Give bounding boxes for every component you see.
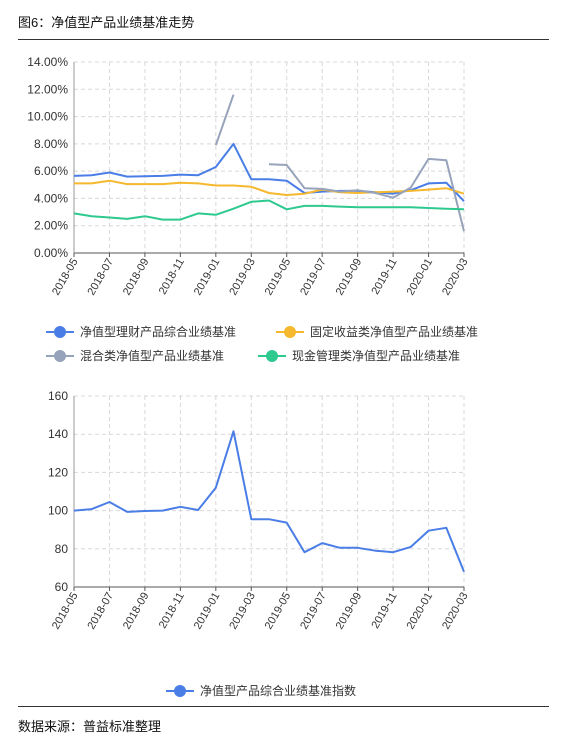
legend-swatch (276, 325, 304, 338)
x-tick-label: 2019-05 (263, 257, 294, 298)
x-tick-label: 2019-01 (192, 257, 223, 298)
top-divider (18, 39, 549, 40)
y-tick-label: 2.00% (34, 219, 68, 233)
x-tick-label: 2019-07 (298, 591, 329, 632)
x-tick-label: 2018-11 (157, 257, 187, 297)
chart-benchmark-yield: 0.00% 2.00% 4.00% 6.00% 8.00% 10.00% 12.00% 14.… (27, 55, 471, 298)
x-tick-label: 2019-07 (298, 257, 329, 298)
y-tick-label: 160 (48, 389, 68, 403)
x-tick-label: 2018-07 (85, 257, 116, 298)
y-tick-label: 4.00% (34, 191, 68, 205)
x-tick-label: 2020-03 (440, 591, 471, 632)
legend-item[interactable]: 固定收益类净值型产品业绩基准 (276, 323, 478, 340)
legend-swatch (166, 684, 194, 697)
y-tick-label: 8.00% (34, 137, 68, 151)
y-tick-label: 60 (55, 580, 69, 594)
y-tick-label: 100 (48, 504, 68, 518)
x-tick-label: 2019-11 (370, 257, 400, 297)
series-line-1 (74, 179, 465, 196)
legend-item[interactable]: 现金管理类净值型产品业绩基准 (258, 347, 460, 364)
x-tick-label: 2019-03 (227, 591, 258, 632)
series-line-2 (214, 94, 235, 146)
legend-label: 净值型理财产品综合业绩基准 (80, 325, 237, 339)
legend-item[interactable]: 净值型产品综合业绩基准指数 (166, 682, 356, 699)
x-tick-label: 2019-03 (227, 257, 258, 298)
x-tick-label: 2020-01 (405, 257, 436, 298)
legend-label: 混合类净值型产品业绩基准 (80, 349, 225, 363)
figure-title: 图6：净值型产品业绩基准走势 (18, 15, 195, 30)
x-tick-label: 2019-01 (192, 591, 223, 632)
y-tick-label: 14.00% (27, 55, 68, 69)
x-tick-label: 2019-05 (263, 591, 294, 632)
y-tick-label: 10.00% (27, 110, 68, 124)
legend-label: 固定收益类净值型产品业绩基准 (310, 325, 479, 339)
legend-swatch (46, 349, 74, 362)
x-tick-label: 2019-09 (334, 591, 365, 632)
x-tick-label: 2018-09 (121, 591, 152, 632)
y-tick-label: 80 (55, 542, 69, 556)
x-tick-label: 2019-11 (370, 591, 400, 631)
y-tick-label: 12.00% (27, 82, 68, 96)
legend-label: 现金管理类净值型产品业绩基准 (292, 349, 461, 363)
legend-item[interactable]: 净值型理财产品综合业绩基准 (46, 323, 236, 340)
legend-label: 净值型产品综合业绩基准指数 (200, 684, 357, 698)
series-line-2 (268, 157, 465, 232)
legend-swatch (46, 325, 74, 338)
y-tick-label: 120 (48, 465, 68, 479)
data-source: 数据来源：普益标准整理 (18, 719, 162, 734)
x-tick-label: 2020-01 (405, 591, 436, 632)
legend-item[interactable]: 混合类净值型产品业绩基准 (46, 347, 224, 364)
series-line-0 (73, 430, 465, 573)
x-tick-label: 2018-09 (121, 257, 152, 298)
series-line-3 (73, 199, 465, 221)
y-tick-label: 140 (48, 427, 68, 441)
bottom-divider (18, 706, 549, 707)
legend-swatch (258, 349, 286, 362)
x-tick-label: 2019-09 (334, 257, 365, 298)
x-tick-label: 2020-03 (440, 257, 471, 298)
y-tick-label: 6.00% (34, 164, 68, 178)
series-line-0 (73, 142, 465, 202)
x-tick-label: 2018-05 (50, 257, 81, 298)
x-tick-label: 2018-07 (85, 591, 116, 632)
x-tick-label: 2018-05 (50, 591, 81, 632)
x-tick-label: 2018-11 (157, 591, 187, 631)
y-tick-label: 0.00% (34, 246, 68, 260)
